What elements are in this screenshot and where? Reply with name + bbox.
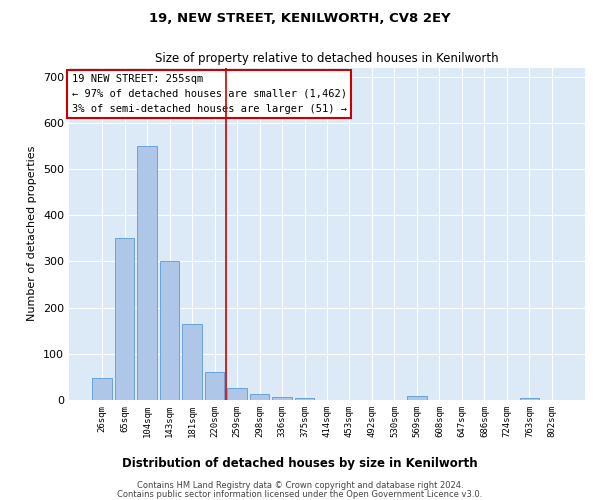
Bar [92,378,112,400]
Bar [250,394,269,400]
Bar [115,238,134,400]
Y-axis label: Number of detached properties: Number of detached properties [28,146,37,322]
Bar [520,398,539,400]
Text: 19, NEW STREET, KENILWORTH, CV8 2EY: 19, NEW STREET, KENILWORTH, CV8 2EY [149,12,451,26]
Title: Size of property relative to detached houses in Kenilworth: Size of property relative to detached ho… [155,52,499,65]
Bar [205,372,224,400]
Bar [182,324,202,400]
Text: Distribution of detached houses by size in Kenilworth: Distribution of detached houses by size … [122,458,478,470]
Bar [295,398,314,400]
Text: 19 NEW STREET: 255sqm
← 97% of detached houses are smaller (1,462)
3% of semi-de: 19 NEW STREET: 255sqm ← 97% of detached … [71,74,347,114]
Bar [137,146,157,400]
Text: Contains public sector information licensed under the Open Government Licence v3: Contains public sector information licen… [118,490,482,499]
Text: Contains HM Land Registry data © Crown copyright and database right 2024.: Contains HM Land Registry data © Crown c… [137,481,463,490]
Bar [407,396,427,400]
Bar [160,262,179,400]
Bar [227,388,247,400]
Bar [272,397,292,400]
